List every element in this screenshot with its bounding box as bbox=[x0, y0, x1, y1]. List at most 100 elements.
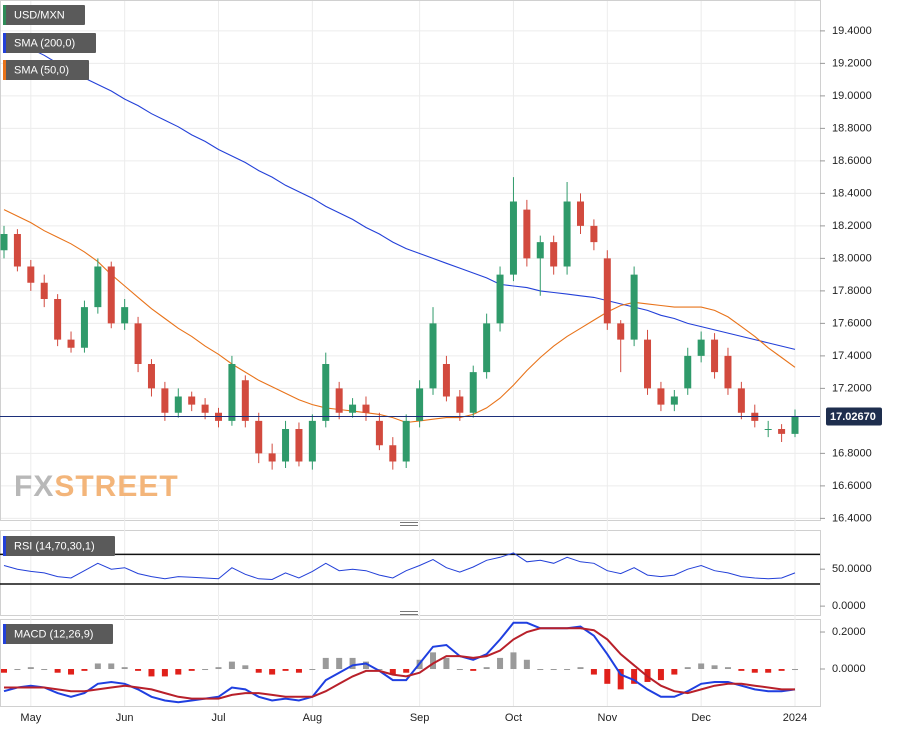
histogram-bar bbox=[778, 669, 785, 671]
candle-body bbox=[576, 201, 584, 226]
candle-body bbox=[617, 323, 625, 340]
x-tick-label: Oct bbox=[505, 712, 522, 724]
candle-body bbox=[416, 388, 424, 421]
candle-body bbox=[563, 201, 571, 267]
histogram-bar bbox=[41, 669, 48, 671]
candle-body bbox=[295, 429, 303, 462]
histogram-bar bbox=[228, 661, 235, 670]
candle-body bbox=[469, 372, 477, 413]
x-tick-label: Jul bbox=[211, 712, 225, 724]
legend-box bbox=[3, 624, 113, 644]
legend-box bbox=[3, 536, 115, 556]
watermark-street: STREET bbox=[54, 470, 178, 503]
histogram-bar bbox=[564, 669, 571, 671]
candle-body bbox=[13, 234, 21, 267]
histogram-bar bbox=[590, 669, 597, 675]
candle-body bbox=[684, 355, 692, 389]
watermark: FXSTREET bbox=[14, 470, 179, 503]
legend-swatch bbox=[3, 33, 6, 53]
y-tick-label: 0.0000 bbox=[832, 663, 866, 675]
histogram-bar bbox=[121, 667, 128, 670]
histogram-bar bbox=[81, 669, 88, 671]
histogram-bar bbox=[242, 665, 249, 670]
candle-body bbox=[389, 445, 397, 462]
watermark-fx: FX bbox=[14, 470, 54, 503]
y-tick-label: 17.8000 bbox=[832, 285, 872, 297]
legend-swatch bbox=[3, 5, 6, 25]
y-tick-label: 0.0000 bbox=[832, 600, 866, 612]
last-price-label: 17.02670 bbox=[830, 411, 876, 423]
histogram-bar bbox=[724, 667, 731, 670]
candle-body bbox=[80, 307, 88, 348]
candle-body bbox=[147, 364, 155, 389]
y-tick-label: 50.0000 bbox=[832, 563, 872, 575]
histogram-bar bbox=[510, 652, 517, 670]
histogram-bar bbox=[27, 667, 34, 670]
candle-body bbox=[429, 323, 437, 389]
histogram-bar bbox=[751, 669, 758, 673]
y-tick-label: 18.4000 bbox=[832, 187, 872, 199]
candle-body bbox=[550, 242, 558, 267]
histogram-bar bbox=[362, 661, 369, 670]
histogram-bar bbox=[336, 657, 343, 670]
candle-body bbox=[322, 364, 330, 421]
candle-body bbox=[523, 209, 531, 259]
y-tick-label: 16.6000 bbox=[832, 480, 872, 492]
macd-line bbox=[4, 627, 795, 700]
histogram-bar bbox=[604, 669, 611, 684]
histogram-bar bbox=[631, 669, 638, 684]
histogram-bar bbox=[282, 669, 289, 671]
legend-swatch bbox=[3, 536, 6, 556]
histogram-bar bbox=[671, 669, 678, 675]
histogram-bar bbox=[550, 669, 557, 671]
candle-body bbox=[496, 274, 504, 324]
candle-body bbox=[483, 323, 491, 373]
candle-body bbox=[590, 225, 598, 243]
histogram-bar bbox=[684, 667, 691, 670]
histogram-bar bbox=[617, 669, 624, 690]
candle-body bbox=[174, 396, 182, 413]
candle-body bbox=[241, 380, 249, 421]
candle-body bbox=[54, 299, 62, 340]
histogram-bar bbox=[537, 669, 544, 671]
y-tick-label: 19.2000 bbox=[832, 57, 872, 69]
legend-label: MACD (12,26,9) bbox=[14, 628, 93, 640]
histogram-bar bbox=[483, 667, 490, 670]
candle-body bbox=[27, 266, 35, 283]
histogram-bar bbox=[376, 669, 383, 671]
y-tick-label: 17.6000 bbox=[832, 317, 872, 329]
candle-body bbox=[456, 396, 464, 413]
candle-body bbox=[375, 420, 383, 446]
histogram-bar bbox=[175, 669, 182, 675]
candle-body bbox=[791, 416, 799, 434]
candle-body bbox=[308, 420, 316, 462]
candle-body bbox=[268, 453, 276, 462]
histogram-bar bbox=[765, 669, 772, 673]
histogram-bar bbox=[792, 669, 798, 671]
histogram-bar bbox=[188, 669, 195, 671]
macd-line bbox=[3, 621, 796, 704]
candle-body bbox=[603, 258, 611, 324]
histogram-bar bbox=[135, 669, 142, 671]
legend-swatch bbox=[3, 60, 6, 80]
macd-panel bbox=[0, 619, 821, 707]
histogram-bar bbox=[108, 663, 115, 670]
candle-body bbox=[724, 355, 732, 389]
sma-line bbox=[3, 209, 796, 424]
legend-box bbox=[3, 33, 96, 53]
candle-body bbox=[228, 364, 236, 421]
candle-body bbox=[107, 266, 115, 324]
legend-box bbox=[3, 5, 85, 25]
histogram-bar bbox=[215, 667, 222, 670]
candle-body bbox=[161, 388, 169, 413]
candle-body bbox=[509, 201, 517, 275]
histogram-bar bbox=[54, 669, 61, 673]
y-tick-label: 18.8000 bbox=[832, 122, 872, 134]
candle-body bbox=[764, 429, 772, 430]
y-tick-label: 17.4000 bbox=[832, 350, 872, 362]
y-tick-label: 19.0000 bbox=[832, 90, 872, 102]
candle-body bbox=[402, 420, 410, 462]
x-tick-label: Nov bbox=[598, 712, 618, 724]
histogram-bar bbox=[255, 669, 262, 673]
